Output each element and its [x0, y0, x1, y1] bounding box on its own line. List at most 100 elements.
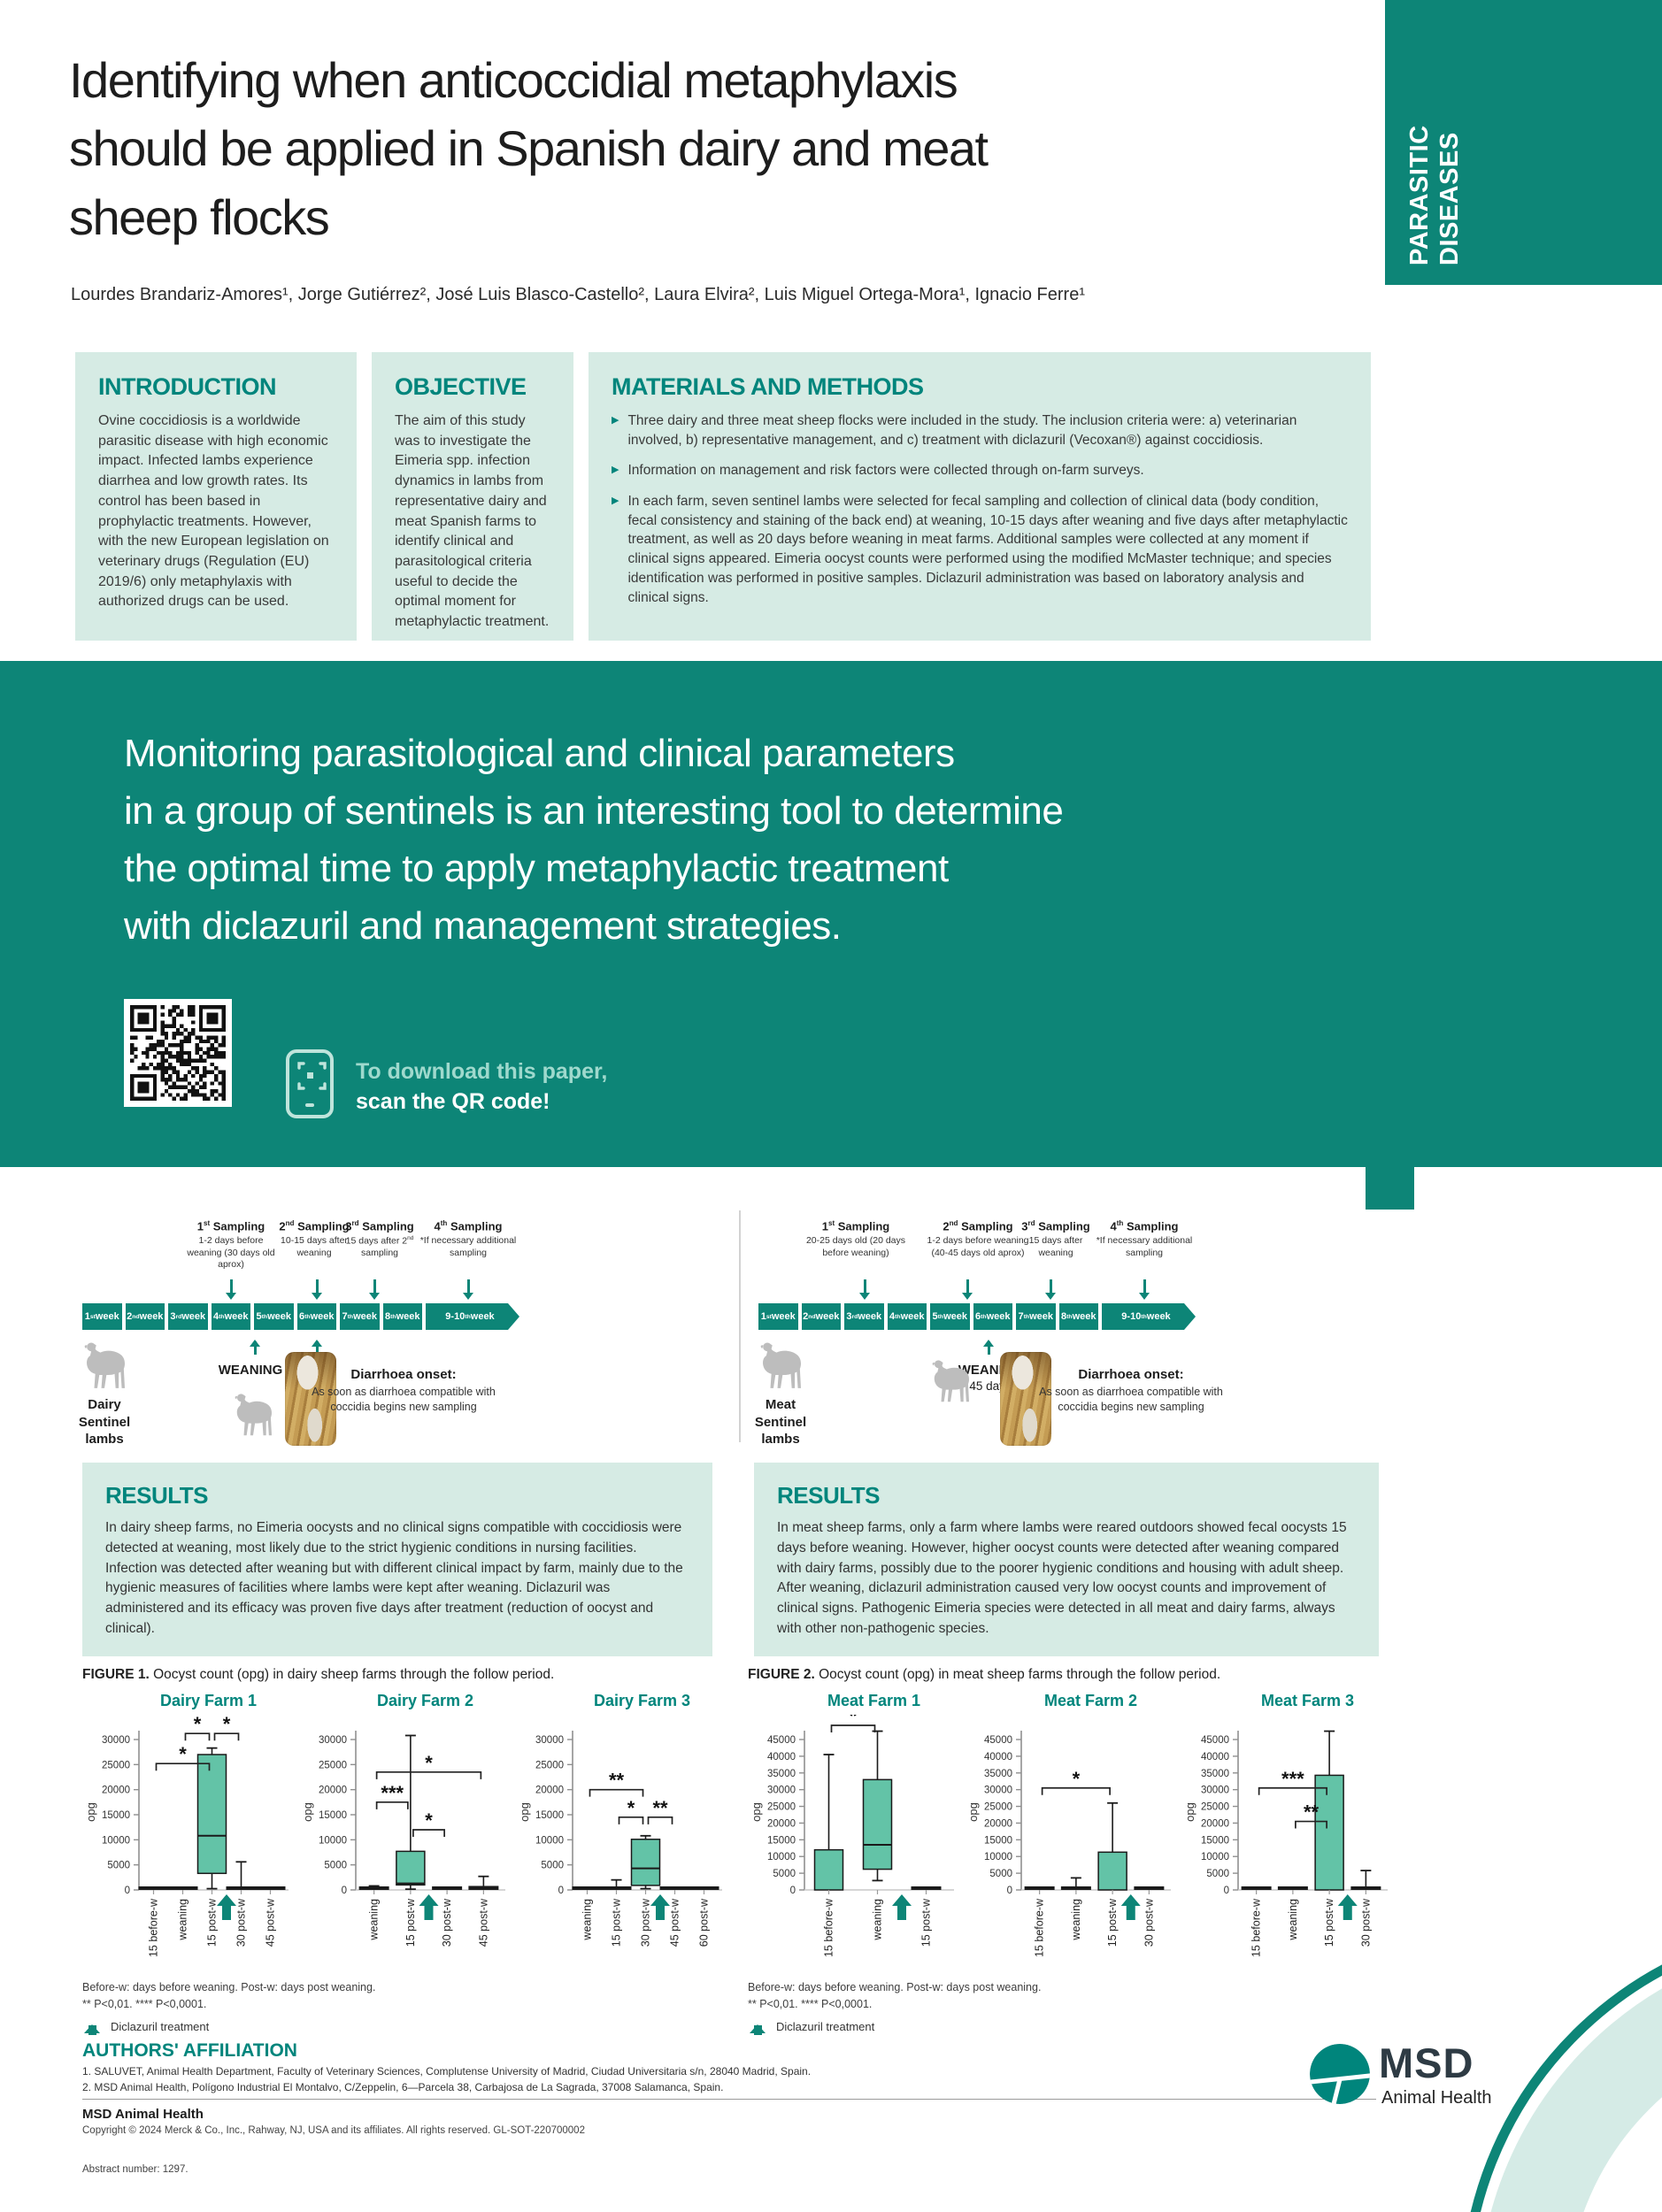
chart-plot: 0 5000 10000 15000 20000 25000 30000 opg * * * 15 b… — [84, 1715, 289, 1957]
category-tab: PARASITIC DISEASES — [1385, 0, 1662, 285]
diarrhoea-note: Diarrhoea onset: As soon as diarrhoea com… — [1036, 1367, 1226, 1414]
svg-text:10000: 10000 — [535, 1835, 564, 1846]
svg-text:30000: 30000 — [767, 1786, 796, 1796]
figure1-footnote: Before-w: days before weaning. Post-w: d… — [82, 1981, 376, 2011]
affiliation-item-1: 1. SALUVET, Animal Health Department, Fa… — [82, 2065, 812, 2078]
svg-text:45000: 45000 — [984, 1735, 1012, 1746]
msd-logo-subtext: Animal Health — [1381, 2088, 1492, 2108]
chart-title: Meat Farm 1 — [827, 1692, 921, 1709]
svg-text:10000: 10000 — [1201, 1852, 1229, 1863]
sampling-description: *If necessary additional sampling — [1096, 1235, 1193, 1258]
svg-text:15 before-w: 15 before-w — [1034, 1898, 1046, 1957]
svg-text:**: ** — [1304, 1801, 1320, 1824]
decor-band-tab — [1366, 1167, 1414, 1210]
sampling-description: 1-2 days before weaning (30 days old apr… — [187, 1235, 275, 1271]
introduction-section: INTRODUCTION Ovine coccidiosis is a worl… — [75, 352, 357, 641]
svg-text:30000: 30000 — [984, 1786, 1012, 1796]
svg-text:15 post-w: 15 post-w — [1106, 1898, 1119, 1947]
svg-text:weaning: weaning — [177, 1899, 189, 1941]
svg-text:**: ** — [609, 1770, 625, 1792]
svg-text:weaning: weaning — [1070, 1899, 1082, 1941]
svg-text:5000: 5000 — [107, 1861, 130, 1871]
diclazuril-treatment-arrow — [1120, 1894, 1141, 1920]
lamb-icon-small — [235, 1394, 272, 1436]
figure2-treatment-legend: Diclazuril treatment — [748, 2016, 874, 2036]
arrow-up-icon — [982, 1340, 994, 1355]
results-meat-heading: RESULTS — [777, 1482, 880, 1509]
arrow-down-icon — [961, 1279, 973, 1300]
sampling-header: 4th Sampling *If necessary additional sam… — [1096, 1219, 1193, 1259]
key-message-text: Monitoring parasitological and clinical … — [124, 732, 1064, 949]
svg-text:*: * — [627, 1797, 635, 1819]
chart-title: Dairy Farm 1 — [159, 1692, 258, 1709]
chart-title: Dairy Farm 2 — [376, 1692, 474, 1709]
chart-dairy-farm-3: Dairy Farm 3 0 5000 10000 15000 20000 25000 300… — [516, 1692, 733, 1980]
svg-text:opg: opg — [84, 1802, 97, 1822]
sentinel-lambs-label: Dairy Sentinel lambs — [78, 1397, 131, 1447]
week-cell: 9-10 th week — [1102, 1303, 1196, 1330]
treatment-arrow-icon — [748, 2016, 767, 2036]
results-dairy-section: RESULTS In dairy sheep farms, no Eimeria… — [82, 1463, 712, 1656]
methods-bullet: ▶ In each farm, seven sentinel lambs were… — [612, 492, 1348, 607]
svg-text:15 post-w: 15 post-w — [920, 1898, 933, 1947]
introduction-body: Ovine coccidiosis is a worldwide parasit… — [98, 413, 329, 610]
svg-text:30000: 30000 — [535, 1735, 564, 1746]
lamb-icon-large — [760, 1342, 801, 1388]
msd-logo-text: MSD — [1379, 2039, 1474, 2086]
affiliation-heading: AUTHORS' AFFILIATION — [82, 2040, 297, 2061]
svg-text:5000: 5000 — [989, 1869, 1012, 1879]
sampling-header: 1st Sampling 20-25 days old (20 days befo… — [803, 1219, 909, 1259]
methods-bullet: ▶ Three dairy and three meat sheep flocks… — [612, 411, 1348, 449]
methods-bullets: ▶ Three dairy and three meat sheep flocks… — [612, 411, 1348, 607]
svg-text:*: * — [194, 1715, 202, 1735]
chart-dairy-farm-1: Dairy Farm 1 0 5000 10000 15000 20000 25000 300… — [82, 1692, 299, 1980]
svg-text:30 post-w: 30 post-w — [441, 1898, 453, 1947]
methods-bullet-text: In each farm, seven sentinel lambs were … — [627, 494, 1348, 605]
sampling-header: 4th Sampling *If necessary additional sam… — [419, 1219, 517, 1259]
svg-text:15000: 15000 — [319, 1810, 347, 1821]
svg-text:15000: 15000 — [984, 1835, 1012, 1846]
svg-text:weaning: weaning — [581, 1899, 594, 1941]
key-message-banner: Monitoring parasitological and clinical … — [0, 661, 1662, 1167]
sampling-title: 1st Sampling — [196, 1219, 265, 1233]
chart-plot: 050001000015000200002500030000opg*****we… — [301, 1731, 505, 1947]
diclazuril-treatment-arrow — [1337, 1894, 1358, 1920]
svg-text:40000: 40000 — [984, 1752, 1012, 1763]
sampling-header: 3rd Sampling 15 days after 2nd sampling — [344, 1219, 415, 1260]
svg-text:45 post-w: 45 post-w — [265, 1898, 277, 1947]
arrow-down-icon — [368, 1279, 380, 1300]
chart-plot: 0 5000 10000 15000 20000 25000 30000 35000 40000… — [1183, 1730, 1388, 1957]
qr-code — [124, 999, 232, 1107]
sampling-title: 1st Sampling — [821, 1219, 890, 1233]
sampling-description: 15 days after 2nd sampling — [345, 1235, 414, 1259]
svg-text:weaning: weaning — [872, 1899, 884, 1941]
svg-text:0: 0 — [790, 1886, 796, 1896]
footer-copyright: Copyright © 2024 Merck & Co., Inc., Rahw… — [82, 2125, 585, 2136]
sampling-header: 1st Sampling 1-2 days before weaning (30 … — [182, 1219, 280, 1271]
svg-text:15 before-w: 15 before-w — [148, 1898, 160, 1957]
diclazuril-treatment-arrow — [650, 1894, 670, 1920]
diclazuril-treatment-arrow — [217, 1894, 236, 1920]
bullet-triangle-icon: ▶ — [612, 495, 619, 507]
svg-text:15 before-w: 15 before-w — [823, 1898, 835, 1957]
svg-text:30 post-w: 30 post-w — [640, 1898, 652, 1947]
arrow-up-icon — [249, 1340, 260, 1355]
chart-title: Meat Farm 2 — [1043, 1692, 1138, 1709]
svg-text:10000: 10000 — [319, 1835, 347, 1846]
svg-text:10000: 10000 — [102, 1835, 130, 1846]
category-tab-label: PARASITIC DISEASES — [1405, 125, 1465, 265]
svg-text:40000: 40000 — [1201, 1752, 1229, 1763]
svg-text:20000: 20000 — [1201, 1818, 1229, 1829]
svg-text:*: * — [850, 1715, 858, 1727]
figure2-caption: FIGURE 2. Oocyst count (opg) in meat she… — [748, 1667, 1221, 1682]
sampling-header: 2nd Sampling 10-15 days after weaning — [279, 1219, 350, 1259]
treatment-arrow-icon — [82, 2016, 102, 2036]
